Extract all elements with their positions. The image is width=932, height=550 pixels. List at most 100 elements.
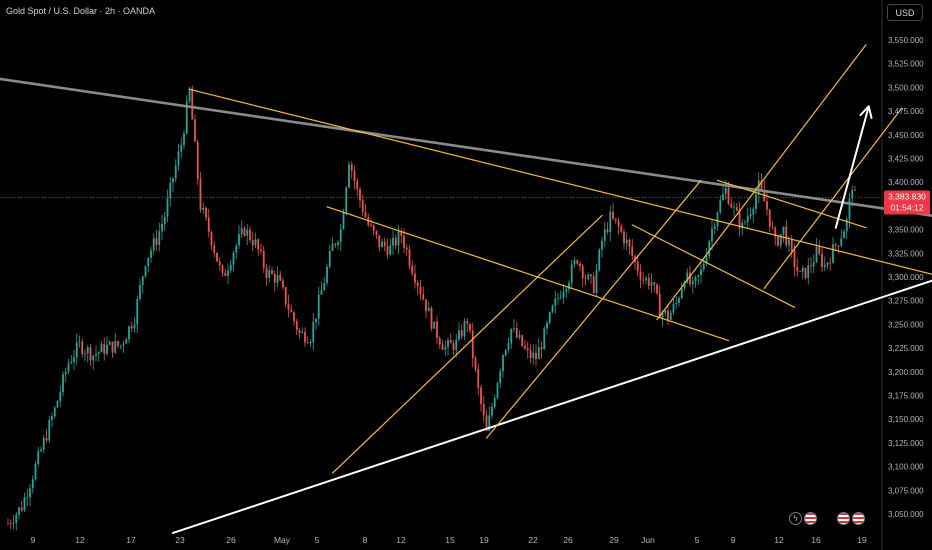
candle-body — [518, 335, 521, 338]
candle-body — [342, 212, 345, 230]
candle-body — [647, 277, 650, 286]
candle-body — [246, 229, 249, 236]
time-tick-label: 5 — [315, 535, 320, 545]
candle-body — [691, 280, 694, 285]
price-tick-label: 3,125.000 — [888, 439, 924, 448]
candle-body — [449, 340, 452, 344]
candle-body — [235, 245, 238, 253]
breakout-arrow[interactable] — [834, 105, 870, 229]
rising-channel-2-lower[interactable] — [763, 107, 903, 289]
candle-body — [191, 88, 194, 120]
candle-body — [273, 273, 276, 283]
time-tick-label: 5 — [695, 535, 700, 545]
candle-body — [551, 305, 554, 313]
rising-channel-1-upper[interactable] — [331, 214, 603, 474]
candle-body — [51, 416, 53, 421]
candle-body — [774, 228, 777, 237]
candle-body — [460, 330, 463, 337]
candle-body — [185, 101, 188, 134]
candle-body — [260, 249, 262, 252]
candle-body — [730, 203, 733, 208]
candle-body — [570, 264, 573, 283]
candle-body — [559, 297, 562, 299]
candle-body — [62, 374, 64, 393]
candle-body — [331, 243, 334, 251]
falling-channel-lower[interactable] — [326, 206, 730, 342]
price-tick-label: 3,200.000 — [888, 368, 924, 377]
us-flag-event-icon[interactable] — [804, 512, 817, 525]
candle-body — [84, 353, 86, 355]
us-flag-event-icon[interactable] — [837, 512, 850, 525]
us-flag-event-icon[interactable] — [852, 512, 865, 525]
candle-body — [458, 330, 460, 340]
short-channel-lower[interactable] — [631, 224, 796, 308]
candle-body — [447, 340, 449, 348]
candle-body — [419, 286, 422, 295]
candle-body — [749, 214, 752, 217]
resistance-line[interactable] — [0, 76, 932, 217]
short-channel-upper[interactable] — [716, 179, 867, 229]
candle-body — [697, 274, 700, 277]
candle-body — [700, 269, 702, 275]
candle-body — [73, 357, 75, 363]
candle-body — [832, 244, 834, 263]
time-tick-label: 17 — [126, 535, 136, 545]
candle-body — [210, 232, 213, 246]
candle-body — [40, 449, 42, 452]
falling-channel-upper[interactable] — [188, 88, 932, 277]
candle-body — [229, 264, 232, 271]
price-tick-label: 3,300.000 — [888, 273, 924, 282]
candle-body — [158, 231, 161, 245]
candle-body — [372, 225, 375, 231]
candle-body — [31, 479, 34, 489]
candle-body — [493, 397, 496, 407]
candle-body — [526, 348, 529, 351]
candle-body — [746, 216, 749, 223]
candle-body — [18, 507, 20, 515]
rising-channel-1-lower[interactable] — [485, 179, 702, 439]
candle-body — [782, 226, 785, 235]
candle-body — [37, 451, 40, 464]
candle-body — [174, 165, 177, 179]
candle-body — [111, 341, 114, 353]
candle-body — [504, 349, 507, 356]
time-tick-label: May — [274, 535, 291, 545]
candle-body — [276, 275, 279, 283]
candle-body — [529, 350, 532, 358]
support-line[interactable] — [172, 277, 932, 534]
candle-body — [433, 321, 436, 329]
candle-body — [86, 347, 89, 354]
candle-body — [752, 208, 755, 215]
candle-body — [840, 238, 843, 246]
candle-body — [584, 278, 587, 280]
candle-body — [617, 220, 620, 227]
candle-body — [141, 276, 144, 286]
candle-body — [777, 236, 779, 246]
candle-body — [293, 312, 295, 322]
candle-body — [425, 299, 427, 312]
candle-body — [114, 340, 117, 353]
candle-body — [359, 189, 361, 201]
candle-body — [474, 358, 477, 370]
candle-body — [103, 344, 106, 354]
candle-body — [491, 406, 493, 416]
candle-body — [675, 302, 678, 304]
candle-body — [356, 181, 359, 190]
candle-body — [790, 240, 793, 250]
price-axis[interactable]: 3,550.000 3,525.000 3,500.000 3,475.000 3,45… — [888, 36, 924, 519]
candle-body — [323, 282, 326, 291]
drawings-layer — [0, 44, 932, 534]
candle-body — [262, 251, 265, 268]
candle-body — [403, 235, 405, 248]
candle-body — [23, 497, 26, 511]
lightning-icon[interactable]: ϟ — [789, 512, 802, 525]
currency-button[interactable]: USD — [887, 4, 923, 21]
candle-body — [609, 211, 612, 232]
candle-body — [328, 250, 331, 267]
time-axis[interactable]: 9 12 17 23 26 May 5 8 12 15 19 22 26 29 Jun 5 9 12 16 19 — [31, 535, 867, 545]
candle-body — [590, 274, 592, 277]
candle-body — [735, 207, 738, 211]
rising-channel-2-upper[interactable] — [656, 44, 867, 321]
candle-body — [837, 245, 840, 247]
